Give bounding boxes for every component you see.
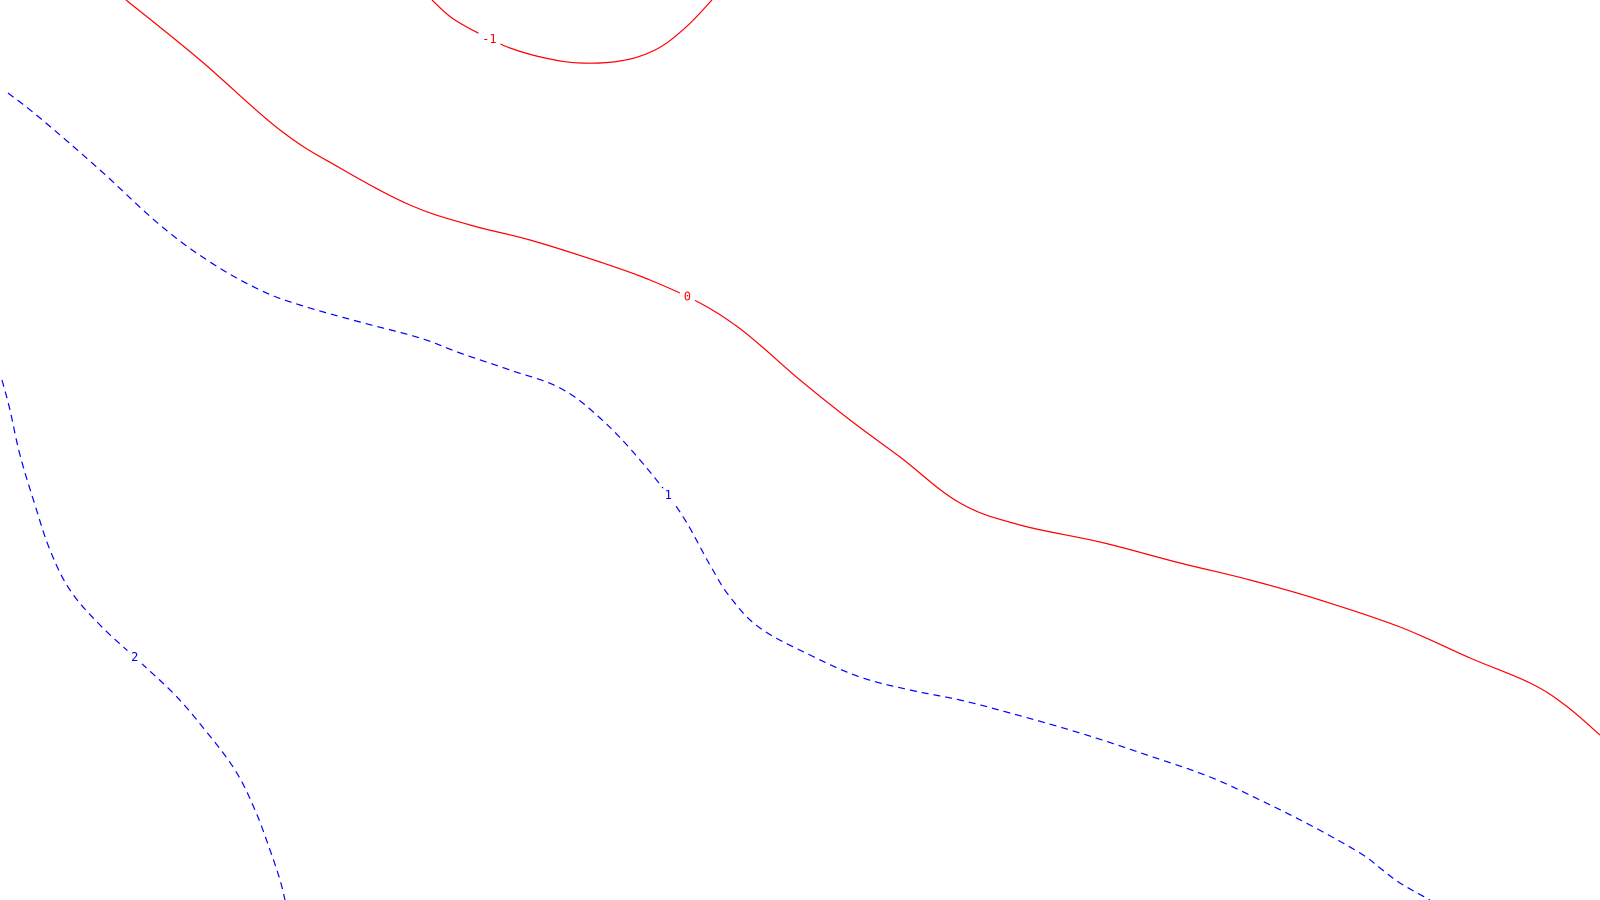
contour-label-background	[679, 289, 695, 304]
contour-label-level-2: 2	[127, 650, 143, 665]
contour-label-background	[127, 650, 143, 665]
contour-label-level-0: 0	[679, 289, 695, 304]
contour-line-level-neg1	[431, 0, 713, 64]
contour-label-background	[660, 488, 676, 503]
contour-label-text: 0	[684, 290, 691, 304]
contour-line-level-0	[125, 0, 1600, 736]
contour-line-level-2	[1, 379, 286, 900]
contour-label-text: -1	[482, 32, 496, 46]
contour-labels: -1 0 1 2	[127, 31, 695, 665]
contour-label-text: 1	[665, 488, 672, 502]
contour-label-text: 2	[131, 650, 138, 664]
contour-line-level-1	[7, 92, 1431, 900]
contour-label-level-1: 1	[660, 488, 676, 503]
contour-label-level-neg1: -1	[478, 31, 501, 46]
contour-label-background	[478, 31, 501, 46]
